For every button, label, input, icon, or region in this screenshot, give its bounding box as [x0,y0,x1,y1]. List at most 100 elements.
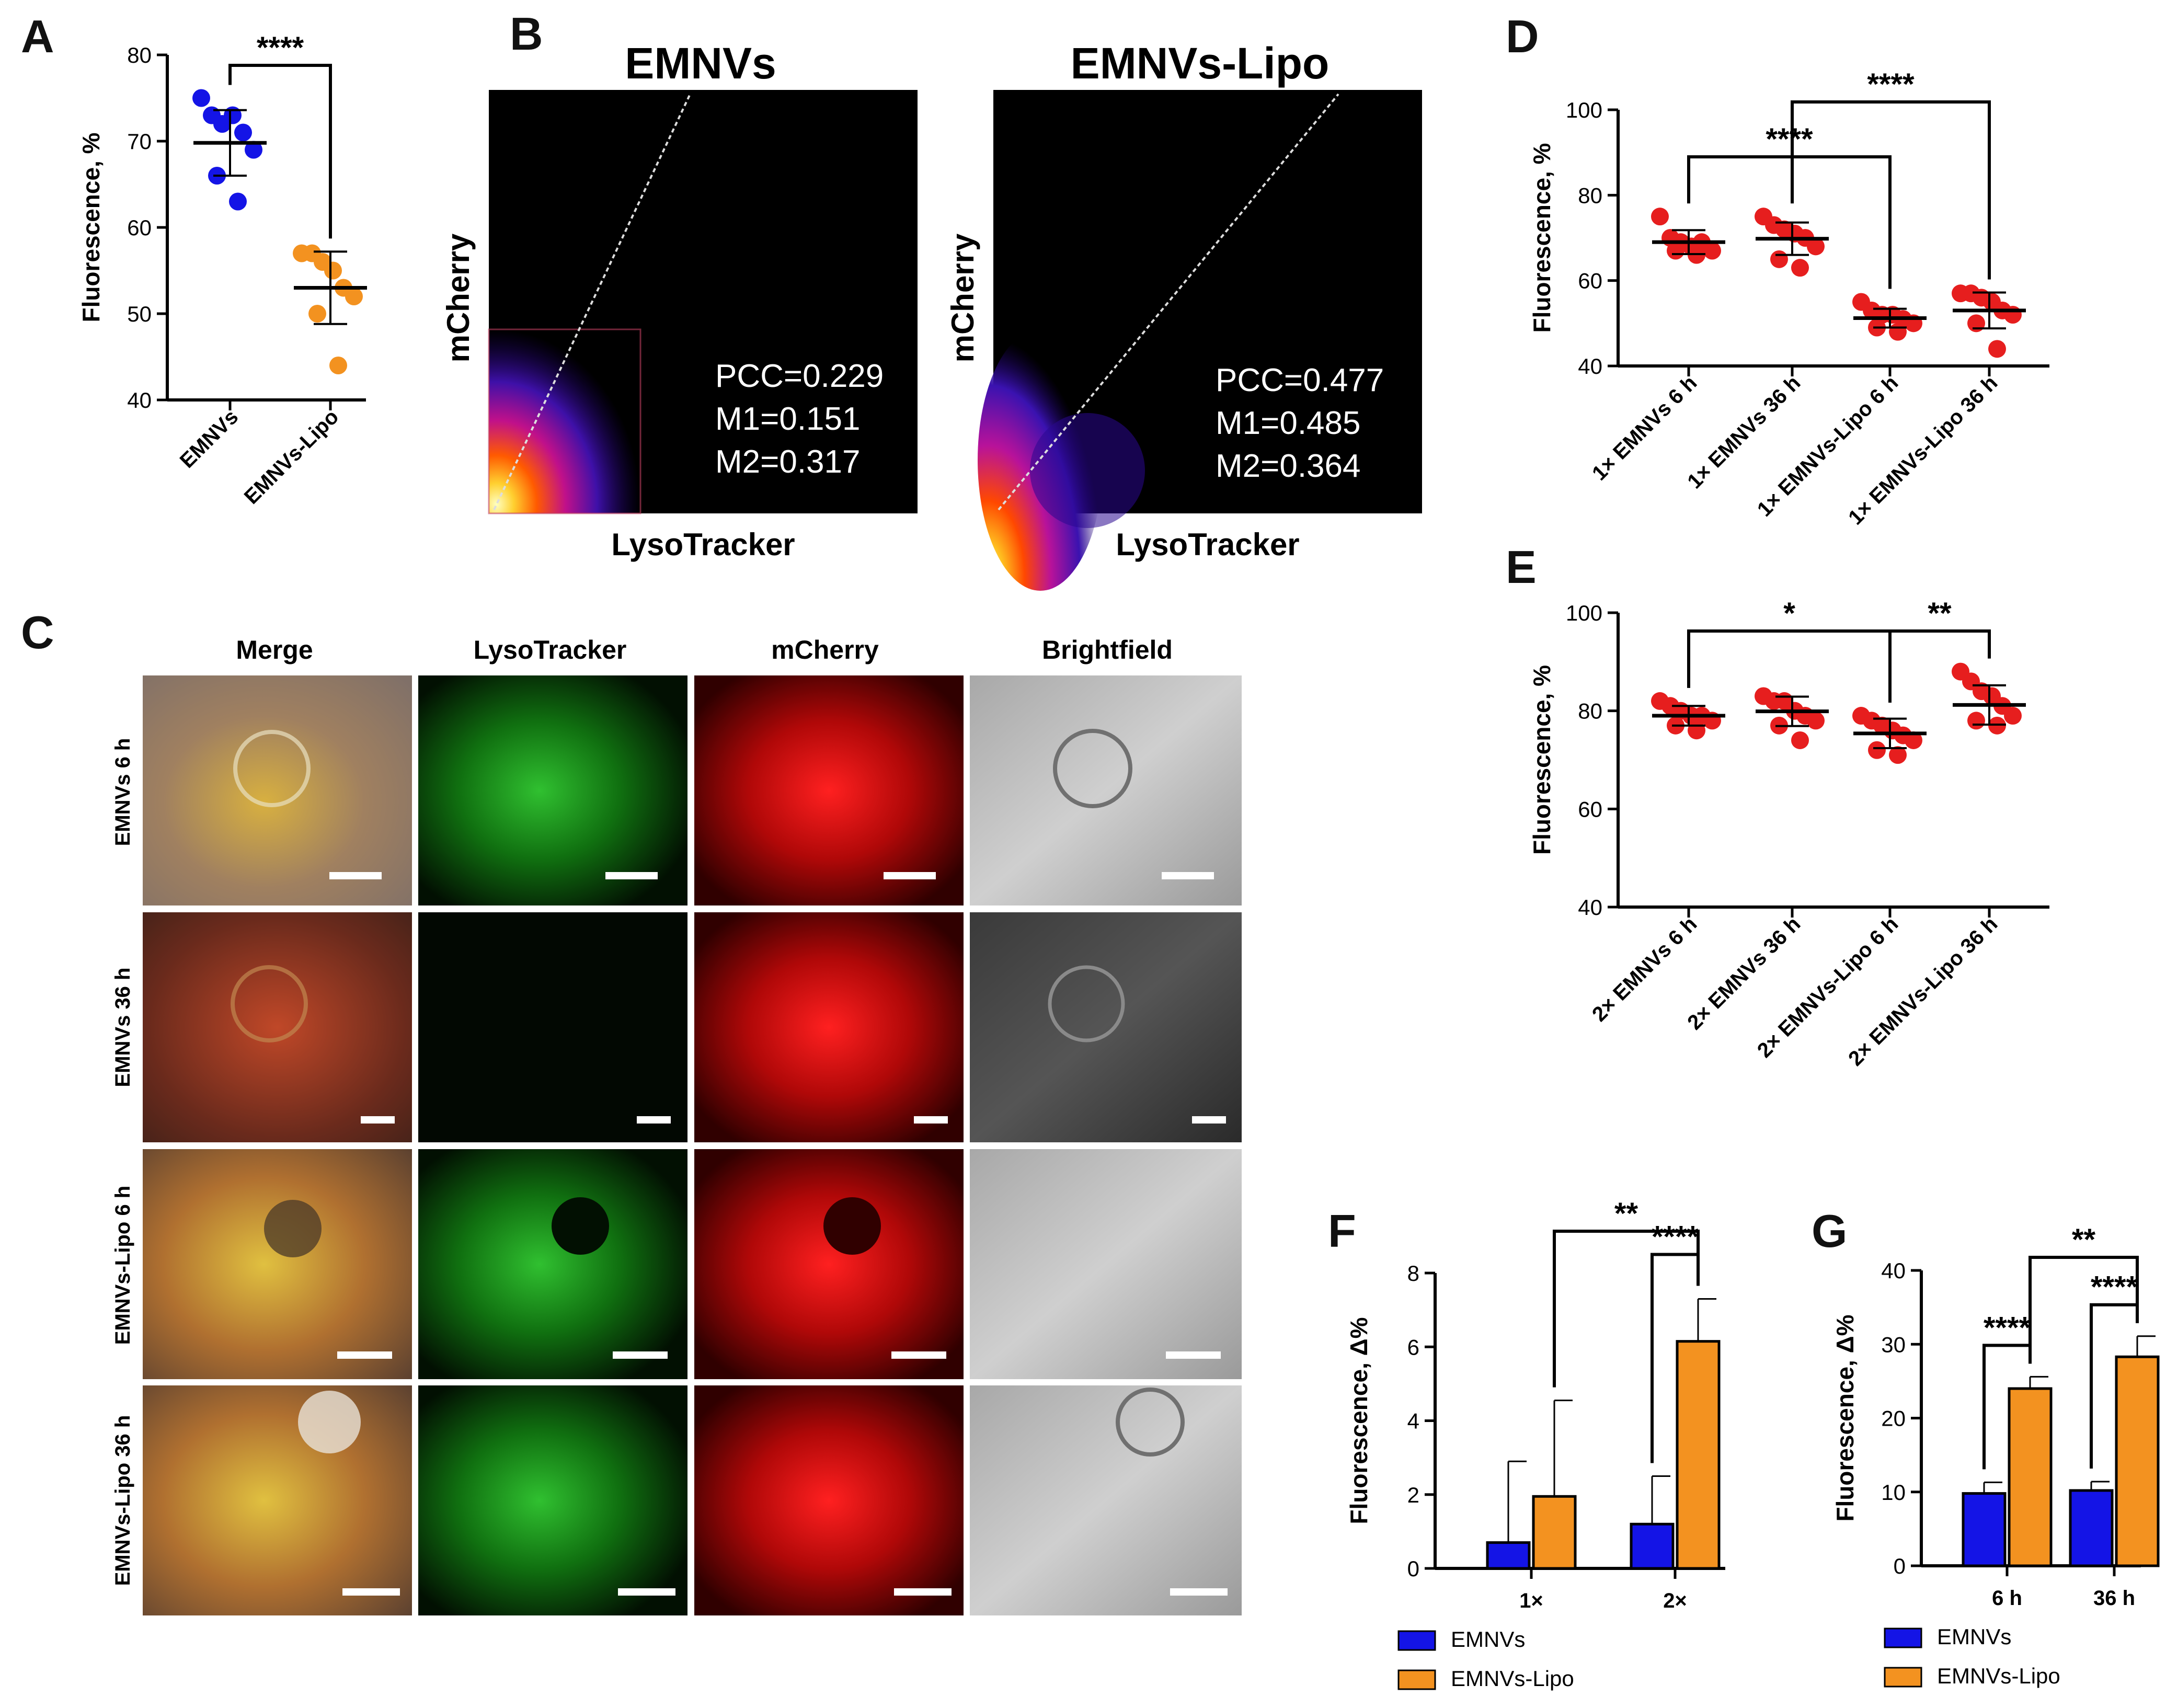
data-point [1770,250,1788,268]
data-point [1967,712,1985,730]
column-header-lysotracker: LysoTracker [474,635,627,664]
panel-b-plot-emnvs: EMNVs PCC=0.229 M1=0.151 M2=0.317 mCherr… [441,39,918,562]
cell-outline [1053,729,1132,808]
y-tick-label: 4 [1407,1409,1419,1434]
y-tick-label: 30 [1881,1332,1906,1357]
legend-swatch [1397,1669,1436,1690]
data-point [192,89,210,107]
cell-outline [231,965,308,1042]
significance-bracket [1888,629,1991,703]
significance-label: **** [257,31,304,65]
legend-swatch [1884,1667,1922,1688]
column-header-brightfield: Brightfield [1042,635,1173,664]
panel-letter-d: D [1506,10,1539,62]
legend-label: EMNVs [1451,1627,1525,1652]
coloc-title: EMNVs [625,39,776,88]
scale-bar [1170,1588,1228,1596]
panel-c-micrographs: Merge LysoTracker mCherry Brightfield EM… [111,635,1242,1615]
bar [1962,1492,2007,1567]
cell-nucleus [264,1200,322,1257]
micrograph-brightfield [970,1149,1242,1379]
scale-bar [1192,1116,1226,1124]
cell-nucleus [552,1197,609,1255]
scale-bar [884,872,936,879]
data-point [308,305,326,323]
micrograph-brightfield [970,1385,1242,1615]
panel-letter-c: C [21,606,54,658]
coloc-stat-m1: M1=0.485 [1216,405,1361,441]
y-tick-label: 20 [1881,1406,1906,1431]
data-point [1967,314,1985,333]
x-category-label: EMNVs [176,405,243,473]
significance-bracket [1687,155,1892,289]
scale-bar [1166,1351,1221,1359]
micrograph-brightfield [970,675,1242,905]
scale-bar [894,1588,952,1596]
scale-bar [914,1116,948,1124]
micrograph-merge [143,675,412,905]
coloc-ylabel: mCherry [945,233,980,362]
y-tick-label: 40 [127,388,152,412]
data-point [329,357,347,374]
scale-bar [361,1116,395,1124]
significance-label: **** [1984,1311,2031,1345]
legend-swatch [1397,1630,1436,1651]
row-label-emnvs-6h: EMNVs 6 h [111,738,134,846]
y-tick-label: 60 [127,215,152,240]
coloc-title: EMNVs-Lipo [1071,39,1330,88]
heatmap-density [489,329,640,513]
significance-label: **** [1652,1220,1699,1254]
data-point [1807,712,1825,730]
panel-a-chart: 40 50 60 70 80 Fluorescence, % EMNVsEMNVs-Lipo… [77,31,367,509]
regression-line [493,94,691,510]
data-point [234,123,252,142]
y-axis-label: Fluorescence, % [77,132,105,322]
row-label-emnvs-36h: EMNVs 36 h [111,968,134,1087]
cell-outline [233,730,311,807]
y-tick-label: 6 [1407,1335,1419,1359]
coloc-stat-m1: M1=0.151 [715,401,861,437]
scale-bar [605,872,658,879]
row-label-emnvs-lipo-36h: EMNVs-Lipo 36 h [111,1415,134,1586]
significance-label: * [1783,597,1795,631]
coloc-xlabel: LysoTracker [1116,527,1299,562]
coloc-stat-pcc: PCC=0.477 [1216,362,1384,398]
y-tick-label: 10 [1881,1480,1906,1505]
y-tick-label: 60 [1578,797,1602,821]
data-point [245,141,262,159]
significance-label: **** [1766,122,1813,156]
x-category-label: 1× EMNVs 6 h [1588,371,1701,485]
scale-bar [329,872,382,879]
significance-bracket [228,64,332,239]
significance-label: ** [2072,1223,2096,1257]
y-tick-label: 80 [1578,183,1602,208]
significance-label: ** [1928,597,1952,631]
data-point [1667,242,1684,260]
micrograph-mcherry [694,675,964,905]
data-point [1889,746,1907,764]
significance-bracket [2029,1256,2139,1364]
row-label-emnvs-lipo-6h: EMNVs-Lipo 6 h [111,1186,134,1345]
scale-bar [337,1351,392,1359]
data-point [1889,323,1907,341]
scale-bar [637,1116,671,1124]
y-tick-label: 60 [1578,269,1602,293]
significance-bracket [1791,100,1991,280]
significance-label: ** [1614,1197,1638,1231]
cell-nucleus [823,1197,881,1255]
x-category-label: 1× [1519,1589,1543,1612]
micrograph-lysotracker [418,1149,687,1379]
significance-bracket [1651,1253,1700,1463]
y-tick-label: 40 [1881,1258,1906,1283]
significance-label: **** [2091,1270,2138,1304]
bar [2115,1355,2160,1567]
y-tick-label: 80 [1578,699,1602,724]
micrograph-lysotracker [418,912,687,1142]
data-point [345,288,363,305]
y-tick-label: 100 [1566,98,1602,122]
micrograph-brightfield [970,912,1242,1142]
regression-line [998,93,1339,511]
significance-label: **** [1867,67,1915,101]
